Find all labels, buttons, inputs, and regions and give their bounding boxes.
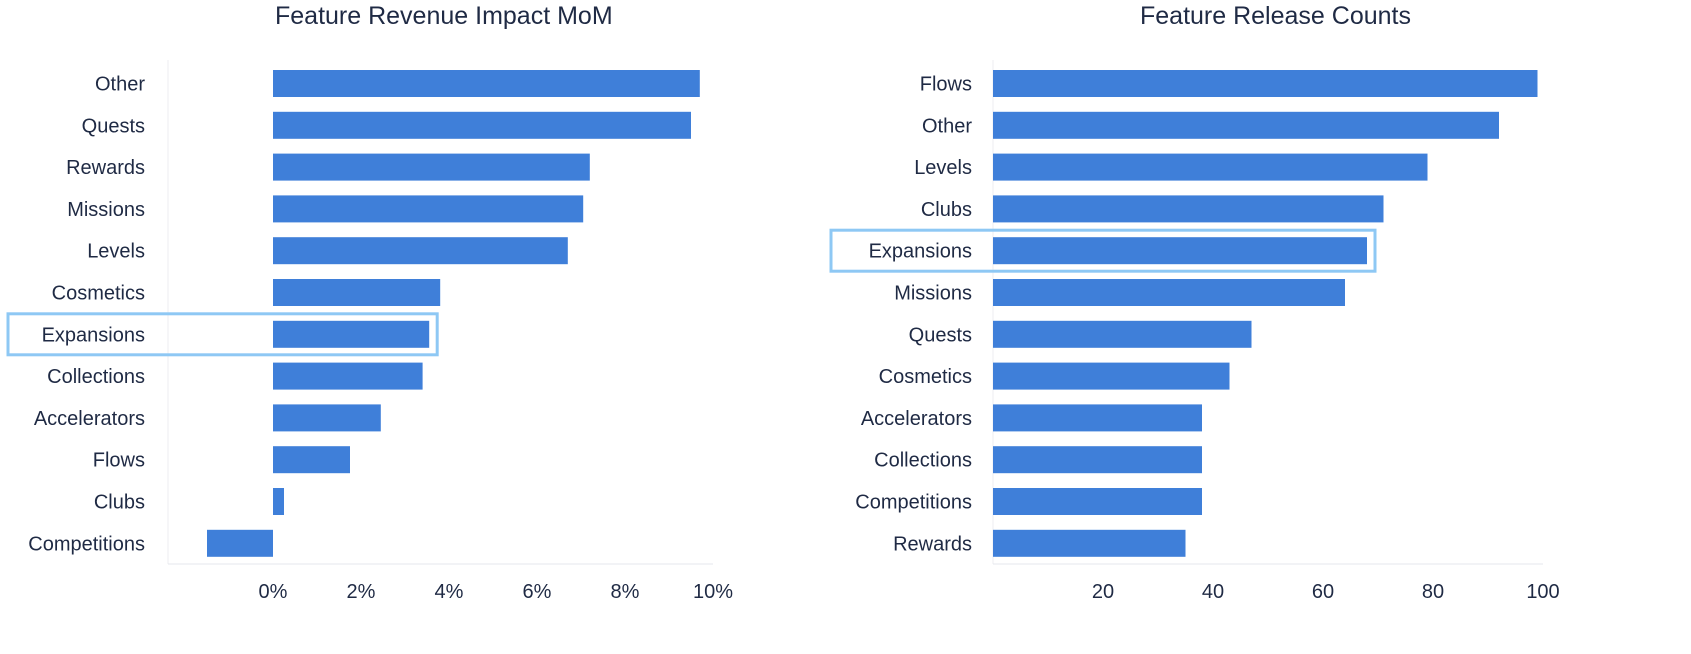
revenue-highlight-box	[6, 312, 439, 357]
revenue-category-label: Accelerators	[34, 408, 145, 430]
release-x-tick-label: 20	[1092, 581, 1114, 603]
revenue-x-tick-label: 8%	[611, 581, 640, 603]
revenue-bar	[273, 111, 691, 139]
release-counts-chart: Flows Other Levels Clubs Expansions Missions Q…	[829, 60, 1560, 603]
revenue-category-label: Quests	[82, 115, 145, 137]
release-bar	[993, 404, 1202, 432]
release-bar	[993, 237, 1367, 265]
release-category-label: Missions	[894, 283, 972, 305]
revenue-category-label: Flows	[93, 450, 145, 472]
release-category-label: Clubs	[921, 199, 972, 221]
revenue-category-label: Missions	[67, 199, 145, 221]
revenue-bar	[273, 195, 584, 223]
release-category-label: Expansions	[869, 241, 972, 263]
revenue-x-tick-label: 2%	[347, 581, 376, 603]
release-highlight-box	[829, 228, 1377, 273]
revenue-x-tick-label: 10%	[693, 581, 733, 603]
revenue-category-label: Other	[95, 74, 145, 96]
revenue-bar	[273, 279, 441, 306]
release-bar	[993, 529, 1186, 557]
revenue-category-label: Rewards	[66, 157, 145, 179]
release-category-label: Other	[922, 115, 972, 137]
revenue-category-label: Clubs	[94, 492, 145, 514]
revenue-x-tick-label: 0%	[259, 581, 288, 603]
release-x-tick-label: 40	[1202, 581, 1224, 603]
revenue-x-tick-label: 6%	[523, 581, 552, 603]
revenue-impact-title: Feature Revenue Impact MoM	[275, 2, 613, 30]
release-bar	[993, 488, 1202, 515]
revenue-x-tick-label: 4%	[435, 581, 464, 603]
revenue-bar	[273, 320, 430, 348]
release-x-tick-label: 100	[1526, 581, 1559, 603]
revenue-bar	[273, 362, 423, 390]
revenue-category-label: Expansions	[42, 324, 145, 346]
release-category-label: Competitions	[855, 492, 972, 514]
release-bar	[993, 111, 1499, 139]
release-category-label: Accelerators	[861, 408, 972, 430]
revenue-category-label: Cosmetics	[52, 283, 145, 305]
revenue-category-label: Competitions	[28, 533, 145, 555]
revenue-category-label: Levels	[87, 241, 145, 263]
release-category-label: Collections	[874, 450, 972, 472]
release-category-label: Levels	[914, 157, 972, 179]
release-bar	[993, 70, 1538, 97]
release-bar	[993, 195, 1384, 223]
release-bar	[993, 320, 1252, 348]
revenue-bar	[273, 404, 381, 432]
revenue-bar	[207, 529, 273, 557]
release-bar	[993, 362, 1230, 390]
revenue-bar	[273, 70, 700, 97]
release-category-label: Flows	[920, 74, 972, 96]
release-counts-title: Feature Release Counts	[1140, 2, 1411, 30]
release-category-label: Cosmetics	[879, 366, 972, 388]
revenue-bar	[273, 237, 568, 265]
release-bar	[993, 446, 1202, 474]
release-category-label: Rewards	[893, 533, 972, 555]
release-bar	[993, 279, 1345, 306]
release-x-tick-label: 80	[1422, 581, 1444, 603]
release-x-tick-label: 60	[1312, 581, 1334, 603]
revenue-category-label: Collections	[47, 366, 145, 388]
release-bar	[993, 153, 1428, 181]
revenue-bar	[273, 446, 350, 474]
revenue-bar	[273, 488, 284, 515]
release-counts-panel: Feature Release Counts Flows Other Levels C…	[780, 0, 1691, 654]
revenue-impact-chart: Other Quests Rewards Missions Levels Cosmetic…	[6, 60, 733, 603]
revenue-bar	[273, 153, 590, 181]
revenue-impact-panel: Feature Revenue Impact MoM Other Quests Re…	[0, 0, 780, 654]
release-category-label: Quests	[909, 324, 972, 346]
